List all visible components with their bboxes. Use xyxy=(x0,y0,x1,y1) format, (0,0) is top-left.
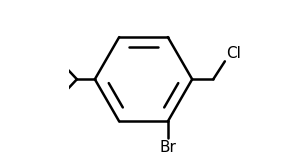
Text: Br: Br xyxy=(159,140,176,155)
Text: Cl: Cl xyxy=(226,46,241,61)
